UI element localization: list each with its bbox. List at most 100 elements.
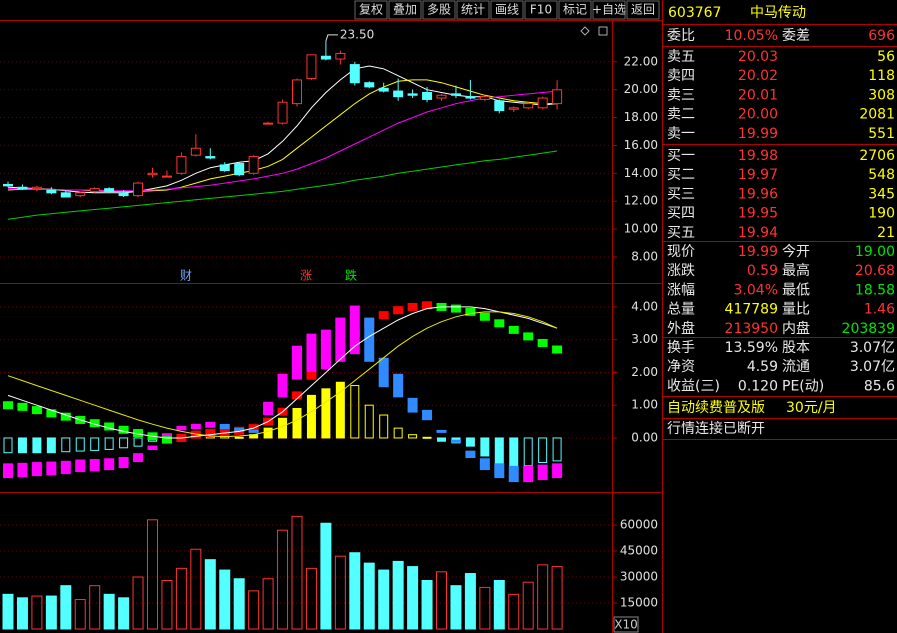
book-label: 卖二: [667, 107, 695, 123]
candle-body: [378, 87, 389, 92]
macd-bar: [46, 437, 56, 454]
toolbar-button[interactable]: [626, 0, 660, 20]
toolbar-label[interactable]: 统计: [461, 3, 485, 17]
toolbar-label[interactable]: 叠加: [393, 3, 417, 17]
indicator-block: [205, 421, 216, 428]
book-volume: 548: [868, 167, 895, 183]
row-label: 净资: [667, 359, 695, 375]
book-price: 19.94: [738, 225, 778, 241]
indicator-block: [104, 458, 115, 471]
volume-bar: [522, 581, 534, 630]
connection-status: 行情连接已断开: [667, 420, 765, 437]
macd-bar: [292, 407, 302, 439]
row-label: 流通: [782, 359, 810, 375]
volume-bar: [450, 585, 462, 630]
candle-body: [494, 100, 505, 112]
ad-price: 30元/月: [786, 400, 837, 416]
toolbar-button[interactable]: [354, 0, 388, 20]
indicator-block: [292, 391, 302, 400]
indicator-block: [133, 453, 144, 463]
indicator-block: [277, 373, 288, 398]
candle-body: [3, 183, 13, 187]
toolbar-button[interactable]: [558, 0, 592, 20]
stock-code: 603767: [668, 5, 721, 21]
book-label: 买二: [667, 167, 695, 183]
macd-bar: [306, 394, 316, 439]
volume-bar: [219, 569, 231, 630]
indicator-block: [552, 345, 563, 354]
indicator-block: [60, 460, 71, 475]
macd-bar: [408, 434, 418, 439]
volume-bar: [407, 566, 419, 630]
candle-body: [537, 97, 548, 109]
macd-bar: [364, 404, 374, 439]
macd-bar: [104, 437, 114, 450]
macd-bar: [321, 388, 331, 439]
toolbar-label[interactable]: F10: [530, 3, 552, 17]
toolbar-button[interactable]: [524, 0, 558, 20]
icon[interactable]: [580, 26, 590, 36]
indicator-block: [450, 439, 461, 443]
y-tick-label: 20.00: [624, 82, 658, 96]
volume-bar: [464, 573, 476, 630]
candle-body: [465, 96, 476, 99]
indicator-block: [393, 306, 404, 315]
book-price: 19.97: [738, 167, 778, 183]
volume-bar: [89, 585, 101, 630]
indicator-block: [161, 433, 172, 437]
macd-bar: [32, 437, 42, 454]
book-price: 20.00: [738, 107, 778, 123]
indicator-block: [364, 317, 375, 362]
volume-bar: [204, 559, 216, 630]
toolbar-button[interactable]: [490, 0, 524, 20]
macd-bar: [350, 385, 360, 439]
toolbar-button[interactable]: [456, 0, 490, 20]
y-tick-label: 60000: [620, 517, 658, 531]
candle-body: [306, 54, 317, 80]
indicator-block: [176, 425, 187, 431]
row-label: 涨幅: [667, 282, 695, 298]
macd-bar: [379, 414, 389, 439]
candle-body: [335, 52, 346, 60]
macd-bar: [263, 427, 273, 439]
toolbar-label[interactable]: 多股: [427, 3, 451, 17]
toolbar-label[interactable]: 画线: [495, 3, 519, 17]
y-tick-label: 12.00: [624, 194, 658, 208]
indicator-block: [494, 319, 505, 328]
icon[interactable]: [598, 26, 608, 36]
row-value: 203839: [842, 321, 895, 337]
stock-name: 中马传动: [750, 5, 806, 21]
toolbar-button[interactable]: [592, 0, 626, 20]
row-label: 量比: [782, 302, 810, 318]
indicator-block: [292, 345, 302, 380]
y-tick-label: 4.00: [631, 299, 658, 313]
indicator-block: [320, 329, 331, 370]
book-label: 卖四: [667, 68, 695, 84]
candle-body: [234, 163, 245, 176]
macd-bar: [119, 437, 129, 449]
y-tick-label: 22.00: [624, 54, 658, 68]
book-volume: 118: [868, 68, 895, 84]
toolbar-button[interactable]: [422, 0, 456, 20]
toolbar-label[interactable]: 复权: [359, 3, 383, 17]
candle-body: [205, 156, 216, 159]
toolbar-label[interactable]: +自选: [592, 3, 626, 17]
indicator-block: [450, 304, 461, 313]
y-tick-label: 1.00: [631, 398, 658, 412]
book-price: 20.03: [738, 49, 778, 65]
toolbar-label[interactable]: 标记: [563, 3, 587, 17]
volume-bar: [291, 515, 303, 630]
row-value: 19.00: [855, 244, 895, 260]
y-tick-label: 8.00: [631, 249, 658, 263]
row-label: 委比: [667, 28, 695, 44]
candle-body: [364, 82, 375, 88]
candle-body: [248, 156, 259, 174]
toolbar-button[interactable]: [388, 0, 422, 20]
indicator-block: [436, 429, 447, 433]
row-value: 417789: [725, 302, 778, 318]
macd-bar: [393, 427, 403, 439]
volume-bar: [16, 597, 28, 630]
candle-body: [17, 186, 28, 190]
toolbar-label[interactable]: 返回: [631, 3, 655, 17]
indicator-block: [161, 435, 172, 444]
